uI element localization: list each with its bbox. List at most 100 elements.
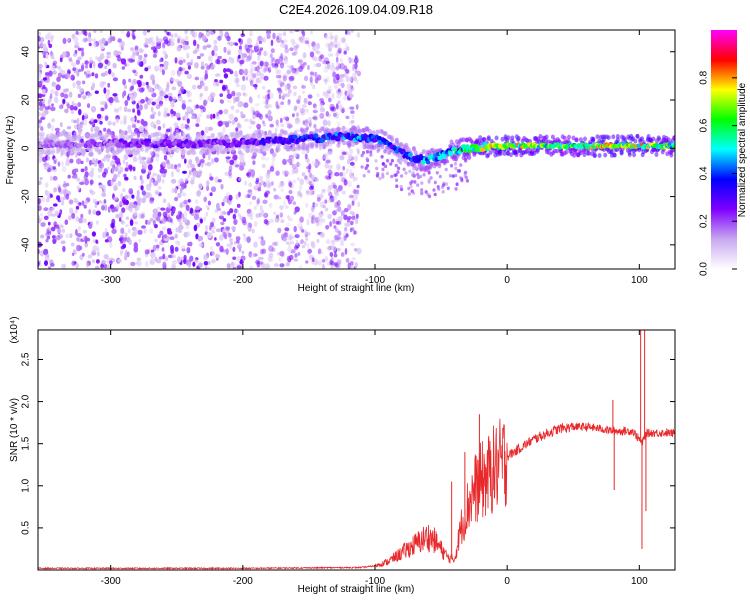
noise-mark xyxy=(38,205,42,212)
noise-mark xyxy=(68,199,74,205)
tail-mark xyxy=(360,153,364,158)
noise-mark xyxy=(336,199,341,207)
y-tick-label: 1.0 xyxy=(21,478,32,492)
noise-mark xyxy=(136,132,141,138)
noise-mark xyxy=(180,86,184,93)
noise-mark xyxy=(173,122,179,127)
tail-mark xyxy=(455,182,459,186)
noise-mark xyxy=(188,159,193,166)
noise-mark xyxy=(186,247,191,254)
noise-mark xyxy=(179,261,183,266)
noise-mark xyxy=(94,198,98,206)
noise-mark xyxy=(192,261,196,267)
noise-mark xyxy=(217,179,222,183)
noise-mark xyxy=(152,212,158,219)
band-halo-mark xyxy=(550,134,555,140)
noise-mark xyxy=(136,257,141,262)
noise-mark xyxy=(186,73,192,78)
noise-mark xyxy=(341,190,346,195)
noise-mark xyxy=(214,79,218,83)
noise-mark xyxy=(249,30,253,37)
noise-mark xyxy=(76,177,81,183)
noise-mark xyxy=(56,76,61,83)
noise-mark xyxy=(203,255,209,260)
noise-mark xyxy=(79,181,85,185)
noise-mark xyxy=(275,170,280,176)
noise-mark xyxy=(332,246,337,253)
noise-mark xyxy=(308,122,312,128)
noise-mark xyxy=(243,102,249,108)
noise-mark xyxy=(259,113,263,120)
noise-mark xyxy=(143,53,148,58)
noise-mark xyxy=(344,42,348,48)
tail-mark xyxy=(412,174,416,178)
noise-mark xyxy=(209,31,214,35)
noise-mark xyxy=(128,78,132,83)
noise-mark xyxy=(327,164,333,170)
noise-mark xyxy=(184,177,188,182)
noise-mark xyxy=(184,30,189,35)
band-halo-mark xyxy=(595,134,600,140)
noise-mark xyxy=(263,218,269,225)
noise-mark xyxy=(210,66,215,70)
noise-mark xyxy=(260,239,266,247)
noise-mark xyxy=(46,162,50,167)
noise-mark xyxy=(177,241,181,247)
noise-mark xyxy=(283,232,287,237)
noise-mark xyxy=(54,224,60,229)
band-halo-mark xyxy=(514,152,519,158)
noise-mark xyxy=(225,226,231,231)
noise-mark xyxy=(81,80,86,85)
noise-mark xyxy=(240,111,244,116)
noise-mark xyxy=(103,127,107,132)
noise-mark xyxy=(304,153,308,160)
noise-mark xyxy=(279,117,283,123)
colorbar-ticks: 0.00.20.40.60.8 xyxy=(699,70,737,276)
noise-mark xyxy=(250,106,255,114)
noise-mark xyxy=(75,216,80,222)
noise-mark xyxy=(55,234,61,241)
noise-mark xyxy=(331,62,335,68)
noise-mark xyxy=(225,156,231,160)
noise-mark xyxy=(183,124,189,129)
noise-mark xyxy=(134,45,139,51)
noise-mark xyxy=(109,241,113,249)
noise-mark xyxy=(311,214,316,220)
tail-mark xyxy=(390,158,394,163)
noise-mark xyxy=(339,172,343,177)
noise-mark xyxy=(278,196,282,200)
noise-mark xyxy=(333,84,338,89)
noise-mark xyxy=(349,106,355,110)
noise-mark xyxy=(230,264,233,269)
noise-mark xyxy=(350,120,355,124)
noise-mark xyxy=(167,228,172,232)
noise-mark xyxy=(209,245,213,251)
tail-mark xyxy=(369,153,373,157)
noise-mark xyxy=(258,40,262,45)
noise-mark xyxy=(232,213,237,220)
band-halo-mark xyxy=(593,153,597,158)
noise-mark xyxy=(299,184,302,191)
noise-mark xyxy=(168,96,173,102)
noise-mark xyxy=(174,33,178,38)
noise-mark xyxy=(269,123,275,128)
noise-mark xyxy=(161,247,165,252)
noise-mark xyxy=(352,63,356,70)
noise-mark xyxy=(197,235,204,242)
noise-mark xyxy=(283,160,287,165)
noise-mark xyxy=(124,194,129,200)
noise-mark xyxy=(150,106,154,113)
noise-mark xyxy=(188,170,192,176)
noise-mark xyxy=(356,247,362,255)
noise-mark xyxy=(305,237,309,241)
noise-mark xyxy=(279,62,285,69)
noise-mark xyxy=(322,204,326,209)
noise-mark xyxy=(59,57,63,63)
noise-mark xyxy=(87,92,91,99)
noise-mark xyxy=(111,206,116,213)
noise-mark xyxy=(256,201,259,207)
noise-mark xyxy=(208,55,213,62)
noise-mark xyxy=(83,174,88,180)
noise-mark xyxy=(252,84,258,88)
snr-panel: -300 -200 -100 0 100 0.51.01.52.02.5 Height … xyxy=(9,316,676,595)
